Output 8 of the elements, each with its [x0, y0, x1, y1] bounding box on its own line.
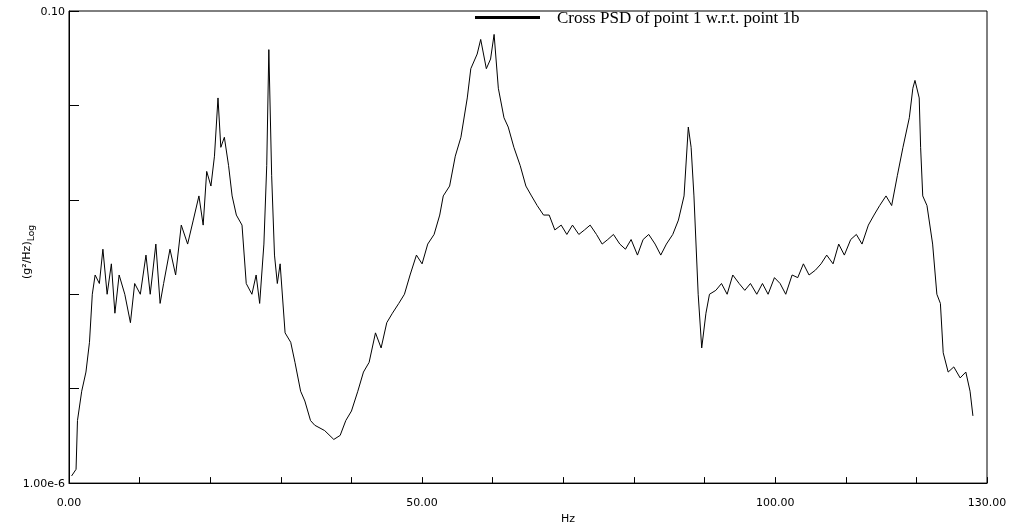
y-tick-label: 1.00e-6	[22, 476, 65, 490]
legend-label: Cross PSD of point 1 w.r.t. point 1b	[557, 8, 800, 27]
x-tick-label: 100.00	[755, 496, 795, 510]
x-axis-title: Hz	[560, 512, 576, 525]
x-tick-label: 130.00	[967, 496, 1007, 510]
x-tick-label: 50.00	[406, 496, 438, 510]
y-tick-label: 0.10	[40, 4, 65, 18]
x-tick-label: 0.00	[56, 496, 82, 510]
